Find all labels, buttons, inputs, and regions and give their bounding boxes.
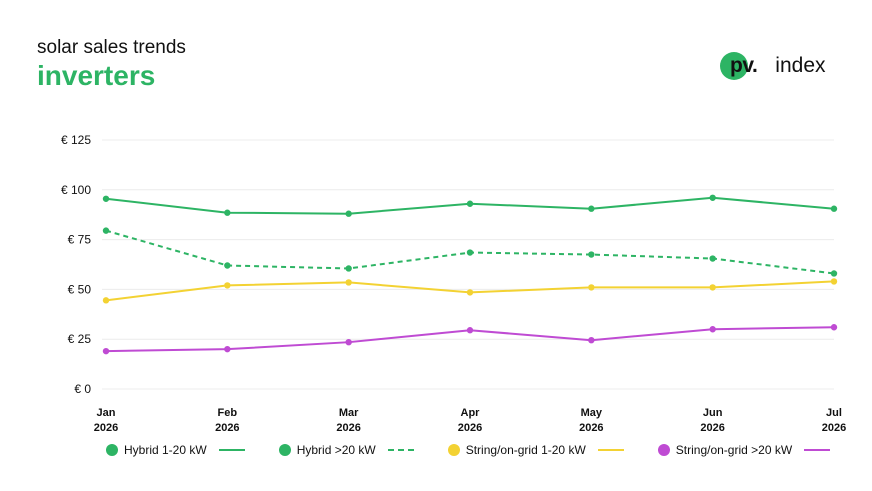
data-point-series-4	[224, 345, 231, 353]
logo-pv-text: pv.	[730, 54, 758, 77]
legend-item-3: String/on-grid 1-20 kW	[447, 443, 624, 457]
x-tick-label-year: 2026	[94, 422, 118, 434]
data-point-series-2	[588, 251, 595, 258]
data-point-series-2	[709, 255, 716, 262]
data-point-series-2	[345, 265, 352, 272]
data-point-series-2	[830, 270, 838, 277]
x-tick-label-year: 2026	[215, 422, 239, 434]
data-point-series-4	[709, 326, 716, 333]
chart-subtitle: solar sales trends	[37, 37, 186, 58]
legend-item-4: String/on-grid >20 kW	[657, 443, 831, 457]
data-point-series-3	[345, 279, 352, 286]
legend-line-swatch	[804, 449, 831, 451]
legend-label: String/on-grid 1-20 kW	[465, 443, 586, 457]
legend-line-swatch	[597, 449, 624, 451]
y-tick-label: € 100	[61, 183, 91, 197]
legend-dot-icon	[657, 444, 670, 456]
data-point-series-4	[588, 336, 595, 344]
chart-title: inverters	[37, 60, 156, 91]
data-point-series-2	[102, 227, 110, 234]
x-tick-label-month: Apr	[461, 407, 481, 419]
data-point-series-4	[345, 338, 352, 346]
chart-header: solar sales trends inverters	[37, 36, 186, 92]
x-tick-label-year: 2026	[579, 422, 603, 434]
x-tick-label-month: Feb	[218, 407, 238, 419]
data-point-series-3	[830, 278, 838, 285]
data-point-series-1	[588, 205, 595, 212]
data-point-series-4	[830, 324, 838, 331]
y-tick-label: € 50	[68, 282, 92, 296]
data-point-series-4	[102, 347, 110, 355]
x-tick-label-month: Jul	[826, 407, 842, 419]
data-point-series-1	[345, 210, 352, 217]
data-point-series-3	[466, 289, 474, 296]
x-tick-label-month: Jan	[97, 407, 116, 419]
data-point-series-2	[466, 249, 474, 256]
legend-label: Hybrid >20 kW	[296, 443, 376, 457]
data-point-series-1	[830, 205, 838, 212]
legend-dot-icon	[278, 444, 291, 456]
data-point-series-4	[466, 327, 474, 334]
chart-legend: Hybrid 1-20 kW Hybrid >20 kW String/on-gri…	[106, 441, 864, 459]
pv-index-logo: pv. index	[720, 52, 826, 80]
data-point-series-1	[224, 209, 231, 216]
y-tick-label: € 125	[61, 133, 91, 147]
legend-item-1: Hybrid 1-20 kW	[106, 443, 245, 457]
legend-label: Hybrid 1-20 kW	[124, 443, 207, 457]
x-tick-label-year: 2026	[700, 422, 724, 434]
data-point-series-3	[588, 284, 595, 291]
data-point-series-1	[466, 200, 474, 207]
legend-dot-icon	[106, 444, 118, 456]
data-point-series-3	[224, 282, 231, 289]
legend-line-swatch	[218, 449, 245, 451]
legend-item-2: Hybrid >20 kW	[278, 443, 414, 457]
legend-label: String/on-grid >20 kW	[675, 443, 793, 457]
x-tick-label-month: Jun	[703, 407, 723, 419]
data-point-series-3	[709, 284, 716, 291]
data-point-series-3	[102, 297, 110, 304]
data-point-series-1	[709, 194, 716, 201]
legend-dot-icon	[447, 444, 460, 456]
x-tick-label-month: Mar	[339, 407, 359, 419]
x-tick-label-year: 2026	[336, 422, 360, 434]
y-tick-label: € 0	[74, 382, 91, 396]
data-point-series-2	[224, 262, 231, 269]
x-tick-label-year: 2026	[458, 422, 482, 434]
legend-line-swatch	[387, 449, 414, 451]
x-tick-label-month: May	[581, 407, 603, 419]
y-tick-label: € 25	[68, 332, 92, 346]
y-tick-label: € 75	[68, 233, 92, 247]
x-tick-label-year: 2026	[822, 422, 846, 434]
logo-index-text: index	[775, 54, 826, 77]
data-point-series-1	[102, 195, 110, 202]
logo-dot-icon	[720, 52, 748, 80]
